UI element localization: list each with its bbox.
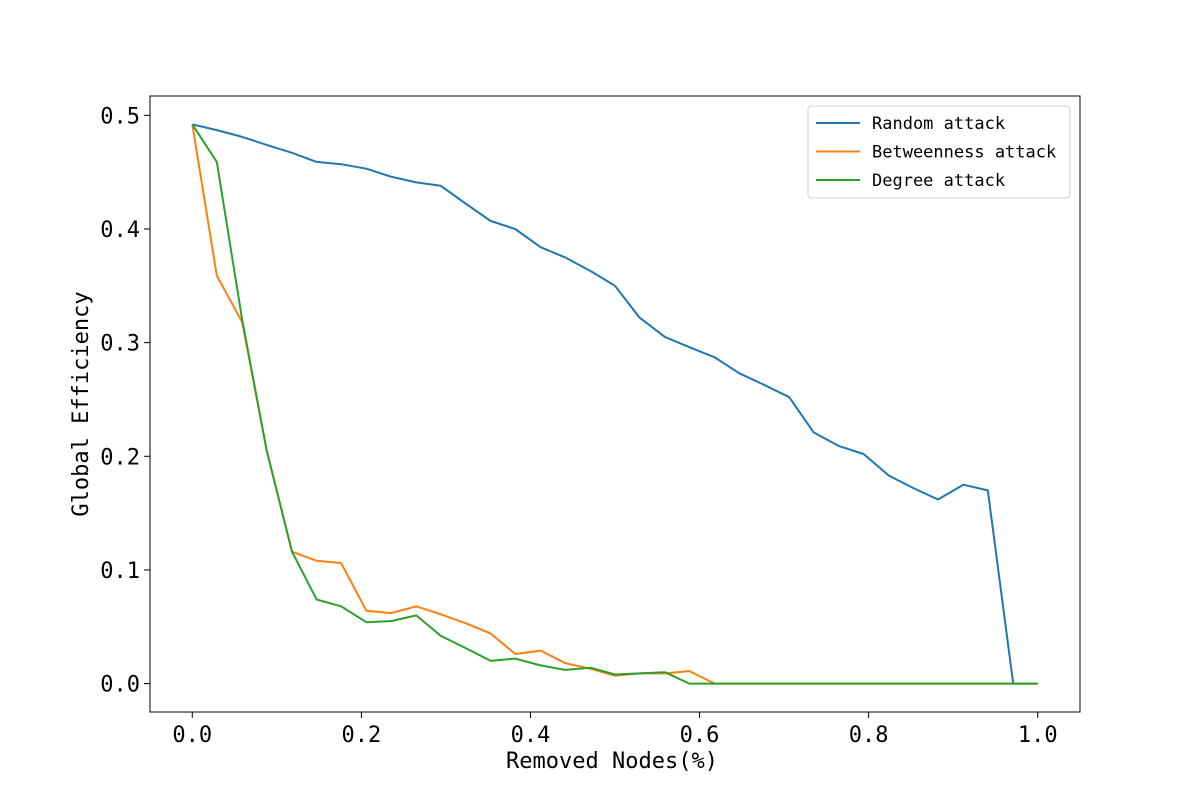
y-tick-label: 0.3 bbox=[100, 332, 140, 357]
y-tick-label: 0.4 bbox=[100, 218, 140, 243]
y-tick-label: 0.5 bbox=[100, 104, 140, 129]
degree-attack-line bbox=[191, 123, 1038, 685]
legend-box bbox=[807, 105, 1071, 199]
x-tick-label: 0.6 bbox=[680, 723, 720, 748]
x-tick-label: 1.0 bbox=[1018, 723, 1058, 748]
axis-ticks: 0.0 0.2 0.4 0.6 0.8 1.0 0.0 0.1 0.2 0.3 0.4 0.5 bbox=[100, 104, 1057, 748]
random-attack-legend-label: Random attack bbox=[872, 114, 1005, 134]
x-tick-label: 0.4 bbox=[511, 723, 551, 748]
x-tick-label: 0.0 bbox=[172, 723, 212, 748]
series-lines bbox=[191, 123, 1038, 685]
random-attack-line bbox=[192, 123, 1038, 685]
degree-attack-legend-label: Degree attack bbox=[872, 171, 1005, 191]
y-tick-label: 0.0 bbox=[100, 673, 140, 698]
y-tick-label: 0.1 bbox=[100, 559, 140, 584]
y-tick-label: 0.2 bbox=[100, 445, 140, 470]
x-tick-label: 0.2 bbox=[341, 723, 381, 748]
x-axis-label: Removed Nodes(%) bbox=[506, 749, 718, 774]
x-tick-label: 0.8 bbox=[849, 723, 889, 748]
axes-frame bbox=[149, 95, 1081, 713]
y-axis-label: Global Efficiency bbox=[69, 291, 94, 516]
betweenness-attack-legend-label: Betweenness attack bbox=[872, 143, 1056, 163]
legend: Random attack Betweenness attack Degree at… bbox=[807, 105, 1071, 199]
